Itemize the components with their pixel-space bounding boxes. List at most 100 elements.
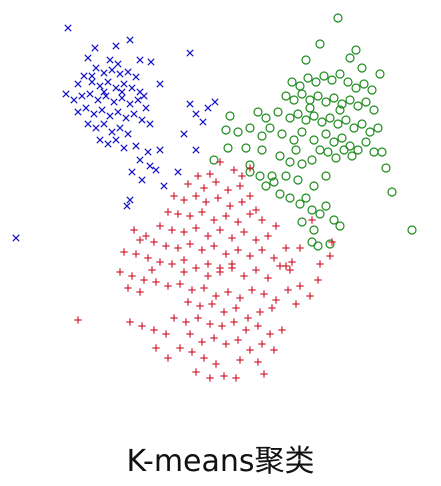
plus-marker: [174, 244, 182, 252]
x-marker: [116, 124, 124, 132]
circle-marker: [361, 97, 371, 107]
plus-marker: [208, 300, 216, 308]
plus-marker: [292, 300, 300, 308]
plus-marker: [120, 248, 128, 256]
plus-marker: [206, 374, 214, 382]
circle-marker: [297, 217, 307, 227]
plus-marker: [170, 192, 178, 200]
plus-marker: [204, 260, 212, 268]
x-marker: [211, 98, 219, 106]
circle-marker: [275, 189, 285, 199]
plus-marker: [240, 272, 248, 280]
x-marker: [140, 92, 148, 100]
circle-marker: [309, 225, 319, 235]
circle-marker: [281, 171, 291, 181]
plus-marker: [216, 226, 224, 234]
plus-marker: [248, 286, 256, 294]
kmeans-scatter-plot: [12, 13, 417, 382]
plus-marker: [206, 320, 214, 328]
plus-marker: [212, 292, 220, 300]
plus-marker: [308, 216, 316, 224]
plus-marker: [266, 330, 274, 338]
plus-marker: [186, 212, 194, 220]
x-marker: [118, 88, 126, 96]
x-marker: [152, 166, 160, 174]
x-marker: [138, 176, 146, 184]
plus-marker: [230, 166, 238, 174]
circle-marker: [321, 129, 331, 139]
x-marker: [108, 128, 116, 136]
circle-marker: [337, 99, 347, 109]
plus-marker: [246, 164, 254, 172]
circle-marker: [323, 147, 333, 157]
x-marker: [84, 120, 92, 128]
x-marker: [74, 80, 82, 88]
circle-marker: [367, 85, 377, 95]
plus-marker: [258, 340, 266, 348]
plus-marker: [270, 254, 278, 262]
circle-marker: [313, 241, 323, 251]
plus-marker: [222, 340, 230, 348]
plus-marker: [182, 318, 190, 326]
x-marker: [100, 88, 108, 96]
plus-marker: [232, 374, 240, 382]
plus-marker: [258, 246, 266, 254]
plus-marker: [314, 276, 322, 284]
x-marker: [142, 104, 150, 112]
x-marker: [94, 96, 102, 104]
plus-marker: [286, 266, 294, 274]
circle-marker: [313, 91, 323, 101]
plus-marker: [242, 326, 250, 334]
circle-marker: [327, 75, 337, 85]
plus-marker: [206, 170, 214, 178]
plus-marker: [272, 222, 280, 230]
circle-marker: [333, 13, 343, 23]
plus-marker: [136, 288, 144, 296]
plus-marker: [260, 290, 268, 298]
x-marker: [118, 94, 126, 102]
x-marker: [90, 110, 98, 118]
circle-marker: [387, 187, 397, 197]
plus-marker: [194, 172, 202, 180]
plus-marker: [234, 336, 242, 344]
x-marker: [192, 110, 200, 118]
plus-marker: [258, 216, 266, 224]
x-marker: [180, 130, 188, 138]
plus-marker: [296, 244, 304, 252]
x-marker: [106, 112, 114, 120]
circle-marker: [339, 145, 349, 155]
x-marker: [124, 68, 132, 76]
plus-marker: [328, 238, 336, 246]
circle-marker: [353, 145, 363, 155]
plus-marker: [252, 206, 260, 214]
plus-marker: [116, 268, 124, 276]
x-marker: [70, 96, 78, 104]
circle-marker: [369, 105, 379, 115]
plus-marker: [284, 286, 292, 294]
plus-marker: [222, 250, 230, 258]
circle-marker: [321, 201, 331, 211]
plus-marker: [164, 354, 172, 362]
x-marker: [112, 84, 120, 92]
series-x-group: [12, 24, 219, 242]
plus-marker: [264, 232, 272, 240]
x-marker: [114, 60, 122, 68]
x-marker: [96, 82, 104, 90]
x-marker: [146, 120, 154, 128]
plus-marker: [168, 260, 176, 268]
plus-marker: [188, 286, 196, 294]
plus-marker: [268, 304, 276, 312]
x-marker: [98, 106, 106, 114]
plus-marker: [168, 226, 176, 234]
plus-marker: [282, 262, 290, 270]
x-marker: [116, 70, 124, 78]
plus-marker: [162, 330, 170, 338]
x-marker: [100, 120, 108, 128]
circle-marker: [297, 159, 307, 169]
x-marker: [136, 156, 144, 164]
plus-marker: [270, 346, 278, 354]
circle-marker: [289, 95, 299, 105]
circle-marker: [309, 181, 319, 191]
plus-marker: [236, 294, 244, 302]
plus-marker: [246, 252, 254, 260]
